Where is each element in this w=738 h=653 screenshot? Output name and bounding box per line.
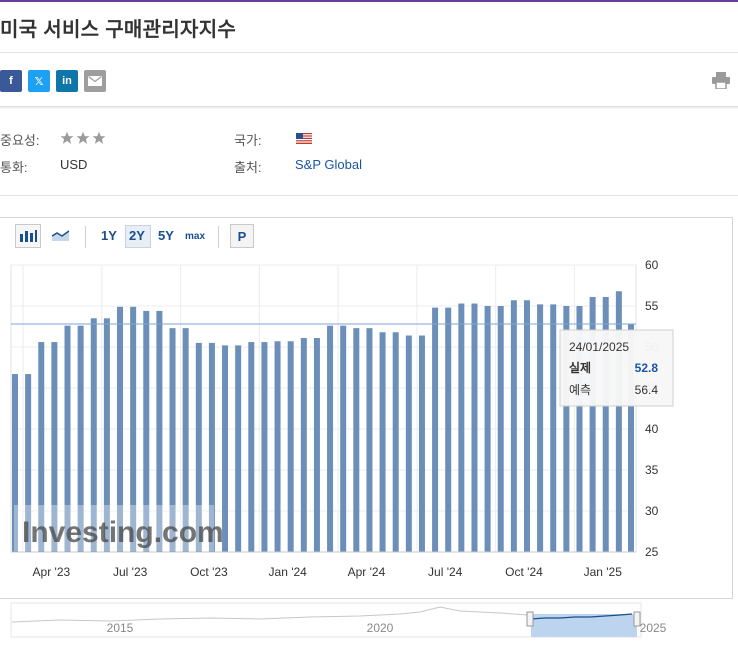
source-link[interactable]: S&P Global <box>295 157 362 172</box>
printer-icon <box>712 72 730 90</box>
navigator-right-handle <box>633 611 641 627</box>
linkedin-icon: in <box>62 75 72 87</box>
p-button-label: P <box>237 228 247 244</box>
range-2y-button[interactable] <box>125 225 151 248</box>
p-button[interactable]: P <box>230 224 254 248</box>
bar-chart-icon <box>20 230 37 242</box>
linkedin-share-button[interactable]: in <box>56 70 78 92</box>
currency-label: 통화: <box>0 160 28 175</box>
range-5y-button[interactable]: 5Y <box>158 228 174 243</box>
navigator-tick-label: 2020 <box>367 621 394 635</box>
top-accent-line <box>0 0 738 2</box>
currency-value: USD <box>60 157 88 172</box>
navigator-left-handle <box>526 611 534 627</box>
navigator-tick-label: 2015 <box>107 621 134 635</box>
navigator-tick-label: 2025 <box>640 621 667 635</box>
country-label: 국가: <box>234 133 262 148</box>
print-button[interactable] <box>712 72 730 94</box>
divider <box>0 52 738 53</box>
toolbar-divider <box>85 226 86 248</box>
range-navigator: 2015 2020 2025 <box>10 602 667 638</box>
navigator-selection <box>531 614 637 637</box>
facebook-share-button[interactable]: f <box>0 70 22 92</box>
page-title: 미국 서비스 구매관리자지수 <box>0 19 237 41</box>
star-icon <box>60 131 74 144</box>
chart-container <box>0 217 733 599</box>
bar-chart-type-button[interactable] <box>15 224 41 248</box>
navigator-axis-labels: 2015 2020 2025 <box>107 621 667 635</box>
email-share-button[interactable] <box>84 70 106 92</box>
email-icon <box>88 76 102 86</box>
area-chart-icon <box>51 230 70 241</box>
importance-label: 중요성: <box>0 133 40 148</box>
range-max-button[interactable]: max <box>185 231 206 242</box>
range-1y-button[interactable]: 1Y <box>101 228 117 243</box>
range-2y-label: 2Y <box>129 228 145 243</box>
facebook-icon: f <box>9 75 13 87</box>
star-icon <box>92 131 106 144</box>
toolbar-divider <box>218 226 219 248</box>
twitter-icon: 𝕏 <box>34 75 44 88</box>
twitter-share-button[interactable]: 𝕏 <box>28 70 50 92</box>
area-chart-type-button[interactable] <box>49 224 73 246</box>
star-icon <box>76 131 90 144</box>
source-label: 출처: <box>234 160 262 175</box>
us-flag-icon <box>296 133 312 144</box>
divider <box>0 195 738 196</box>
section-shadow <box>0 106 738 109</box>
